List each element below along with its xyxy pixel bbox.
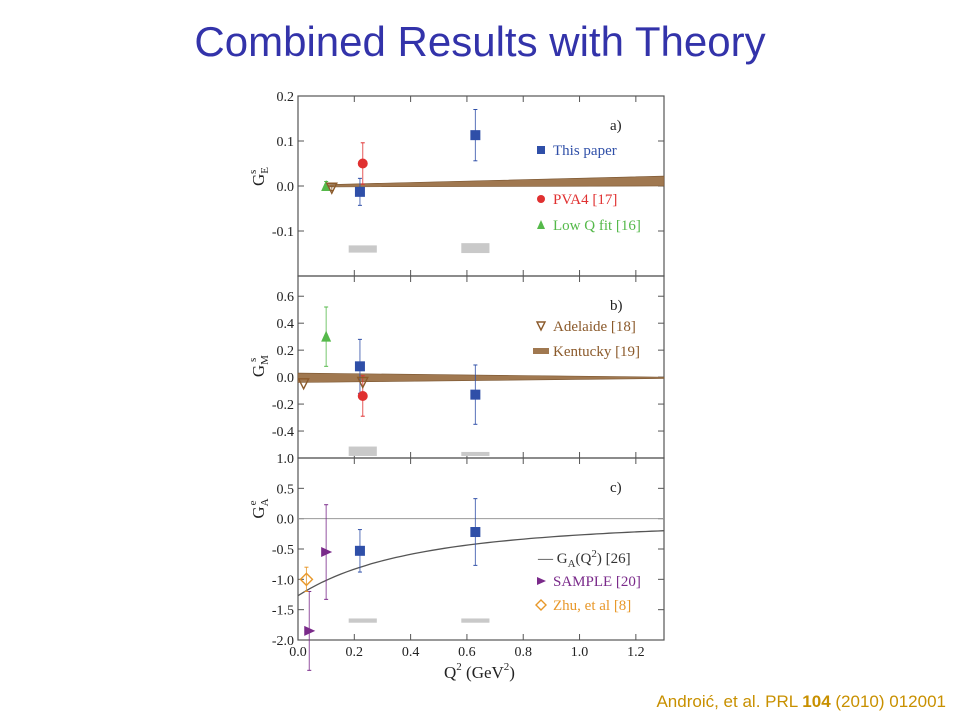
y-tick-label: 0.0 [277,513,295,528]
x-tick-label: 1.2 [627,645,645,660]
data-point [357,158,368,169]
legend-marker [537,146,545,154]
y-tick-label: 0.5 [277,482,295,497]
y-axis-label-b: GMs [247,355,271,377]
y-tick-label: 1.0 [277,452,295,467]
legend-label: Adelaide [18] [553,319,636,335]
ga-theory-curve [297,530,665,597]
legend-marker [535,599,547,611]
data-point [357,390,368,401]
citation-volume: 104 [802,692,831,711]
data-point [470,389,481,400]
legend-marker [537,220,545,229]
x-tick-label: 0.8 [514,645,532,660]
citation-authors: Androić, et al. PRL [656,692,803,711]
legend-label: — GA(Q2) [26] [537,548,631,570]
legend-marker [535,321,547,332]
x-axis-label: Q2 (GeV2) [444,661,515,682]
data-point [304,625,316,636]
y-tick-label: 0.0 [277,371,295,386]
data-point [470,527,481,538]
data-point [354,545,365,556]
data-point [354,361,365,372]
systematic-error-bar [461,618,490,623]
y-tick-label: -0.4 [272,425,294,440]
legend-label: PVA4 [17] [553,192,617,208]
systematic-error-bar [348,446,377,456]
y-tick-label: 0.1 [277,135,295,150]
panel-label-b: b) [610,298,623,314]
systematic-error-bar [461,451,490,456]
legend-label: Low Q fit [16] [553,218,641,234]
panel-label-a: a) [610,118,622,134]
x-tick-label: 0.6 [458,645,476,660]
data-point [356,376,369,390]
x-tick-label: 1.0 [571,645,589,660]
data-point [297,378,310,391]
y-axis-label-c: GAe [247,498,271,518]
legend-label: Kentucky [19] [553,344,640,360]
systematic-error-bar [461,243,490,254]
y-tick-label: -2.0 [272,634,294,649]
legend-marker [537,577,546,585]
data-point [354,186,365,197]
y-tick-label: -1.0 [272,573,294,588]
data-point [321,330,332,342]
y-tick-label: 0.2 [277,344,295,359]
legend-band-swatch [533,348,549,354]
data-point [321,547,333,558]
citation-year-page: (2010) 012001 [830,692,946,711]
systematic-error-bar [348,245,377,253]
legend-marker [537,195,545,203]
y-tick-label: 0.0 [277,180,295,195]
data-point [470,130,481,141]
page-title: Combined Results with Theory [194,18,766,65]
y-tick-label: -1.5 [272,604,294,619]
y-axis-label-a: GEs [247,167,271,186]
kentucky-band [297,372,665,383]
y-tick-label: 0.2 [277,90,295,105]
y-tick-label: -0.2 [272,398,294,413]
legend-label: This paper [553,143,617,159]
data-point [325,182,338,195]
x-tick-label: 0.4 [402,645,420,660]
data-point [299,572,314,587]
x-tick-label: 0.2 [346,645,364,660]
panel-label-c: c) [610,480,622,496]
y-tick-label: 0.6 [277,290,295,305]
kentucky-band [325,175,665,188]
x-tick-label: 0.0 [289,645,307,660]
citation: Androić, et al. PRL 104 (2010) 012001 [656,692,946,712]
y-tick-label: 0.4 [277,317,295,332]
y-tick-label: -0.1 [272,225,294,240]
legend-label: Zhu, et al [8] [553,598,631,614]
systematic-error-bar [348,618,377,623]
legend-label: SAMPLE [20] [553,574,641,590]
y-tick-label: -0.5 [272,543,294,558]
